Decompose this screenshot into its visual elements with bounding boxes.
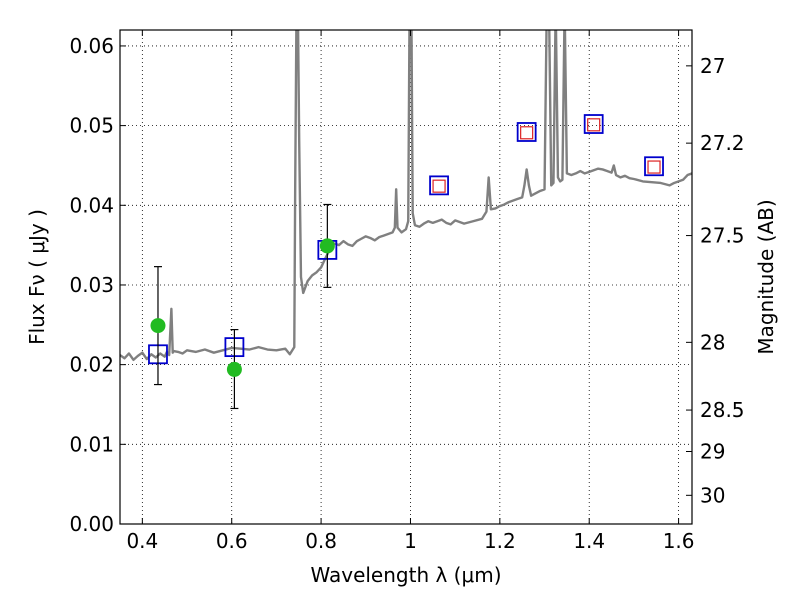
observed-point <box>319 238 335 254</box>
x-tick-label: 0.6 <box>216 529 248 553</box>
band-point-square <box>647 160 661 174</box>
model-photometry-square <box>583 114 604 134</box>
band-point-square <box>432 179 446 193</box>
spectrum-line <box>120 30 692 362</box>
plot-frame <box>119 29 693 525</box>
right-tick-label: 28.5 <box>700 398 745 422</box>
right-tick-label: 27.2 <box>700 131 745 155</box>
observed-point <box>150 318 166 334</box>
right-tick-label: 27.5 <box>700 224 745 248</box>
x-tick-label: 1.4 <box>573 529 605 553</box>
x-tick-label: 1 <box>404 529 417 553</box>
band-point-square <box>587 118 601 132</box>
observed-point <box>226 361 242 377</box>
y-tick-label: 0.00 <box>69 512 114 536</box>
x-tick-label: 0.8 <box>305 529 337 553</box>
right-tick-label: 27 <box>700 54 725 78</box>
y-tick-label: 0.01 <box>69 432 114 456</box>
x-tick-label: 1.6 <box>663 529 695 553</box>
y-tick-label: 0.06 <box>69 34 114 58</box>
y-axis-label: Flux Fν ( μJy ) <box>25 209 49 345</box>
right-tick-label: 28 <box>700 330 725 354</box>
axes: 0.4 0.6 0.8 1 1.2 1.4 1.6 0.00 0.01 0.02 0.03 0.04 0… <box>69 30 745 553</box>
y-tick-label: 0.04 <box>69 193 114 217</box>
x-axis-label: Wavelength λ (μm) <box>310 563 501 587</box>
band-point-square <box>520 126 534 140</box>
x-tick-label: 0.4 <box>126 529 158 553</box>
y-tick-label: 0.05 <box>69 114 114 138</box>
x-tick-label: 1.2 <box>484 529 516 553</box>
right-tick-label: 29 <box>700 439 725 463</box>
plot-area <box>120 30 692 410</box>
model-photometry-square <box>644 156 664 177</box>
right-tick-label: 30 <box>700 483 725 507</box>
y-tick-label: 0.02 <box>69 353 114 377</box>
model-photometry-square <box>516 122 537 142</box>
y-tick-label: 0.03 <box>69 273 114 297</box>
right-axis-label: Magnitude (AB) <box>754 199 778 354</box>
model-photometry-square <box>429 175 449 196</box>
